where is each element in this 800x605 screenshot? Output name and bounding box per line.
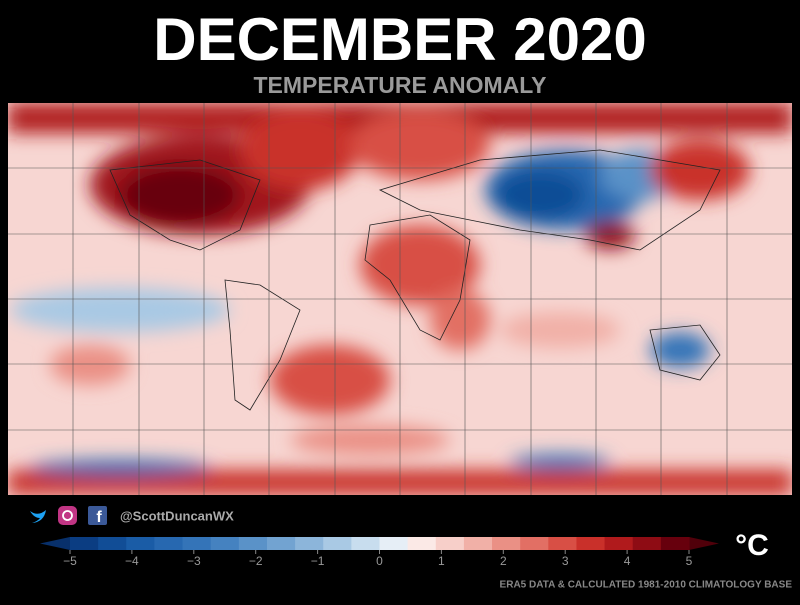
colorbar-segment bbox=[182, 537, 212, 550]
instagram-icon[interactable] bbox=[58, 506, 77, 525]
colorbar-tick-label: −4 bbox=[125, 554, 139, 568]
colorbar-tick-label: 3 bbox=[562, 554, 569, 568]
svg-text:f: f bbox=[96, 509, 102, 526]
title: DECEMBER 2020 bbox=[153, 6, 647, 73]
colorbar-segment bbox=[548, 537, 577, 550]
colorbar-segment bbox=[379, 537, 409, 550]
colorbar-segment bbox=[435, 537, 465, 550]
colorbar-segment bbox=[604, 537, 634, 550]
colorbar-segment bbox=[492, 537, 521, 550]
colorbar-segment bbox=[323, 537, 352, 550]
colorbar-extension bbox=[40, 537, 70, 550]
colorbar-tick-label: 1 bbox=[438, 554, 445, 568]
colorbar-segment bbox=[632, 537, 662, 550]
twitter-icon[interactable] bbox=[30, 510, 46, 523]
colorbar-tick-label: −2 bbox=[249, 554, 263, 568]
coastlines bbox=[109, 149, 721, 411]
colorbar-segment bbox=[238, 537, 268, 550]
colorbar-segment bbox=[351, 537, 380, 550]
map bbox=[8, 103, 792, 495]
social-icons: f bbox=[30, 506, 107, 526]
colorbar-extension bbox=[689, 537, 719, 550]
colorbar-segment bbox=[210, 537, 240, 550]
colorbar-tick-label: 4 bbox=[624, 554, 631, 568]
colorbar-tick-label: 2 bbox=[500, 554, 507, 568]
facebook-icon[interactable] bbox=[88, 506, 107, 525]
handle[interactable]: @ScottDuncanWX bbox=[120, 508, 234, 523]
colorbar: −5 −4 −3 −2 −1 0 1 2 3 4 5 bbox=[40, 537, 719, 568]
colorbar-segment bbox=[70, 537, 99, 550]
colorbar-segment bbox=[463, 537, 493, 550]
colorbar-tick-label: −1 bbox=[311, 554, 325, 568]
colorbar-tick-label: −3 bbox=[187, 554, 201, 568]
graticule bbox=[8, 103, 792, 495]
source-note: ERA5 DATA & CALCULATED 1981-2010 CLIMATO… bbox=[500, 580, 793, 591]
unit-label: °C bbox=[735, 529, 769, 562]
colorbar-segment bbox=[126, 537, 155, 550]
colorbar-segment bbox=[266, 537, 296, 550]
colorbar-segment bbox=[154, 537, 184, 550]
colorbar-segment bbox=[520, 537, 549, 550]
colorbar-segment bbox=[660, 537, 690, 550]
colorbar-segment bbox=[295, 537, 324, 550]
colorbar-segment bbox=[98, 537, 127, 550]
colorbar-tick-label: 5 bbox=[686, 554, 693, 568]
colorbar-tick-label: −5 bbox=[63, 554, 77, 568]
colorbar-tick-label: 0 bbox=[376, 554, 383, 568]
colorbar-segment bbox=[407, 537, 437, 550]
anomaly-field bbox=[8, 103, 792, 495]
subtitle: TEMPERATURE ANOMALY bbox=[253, 72, 546, 98]
colorbar-segment bbox=[576, 537, 606, 550]
